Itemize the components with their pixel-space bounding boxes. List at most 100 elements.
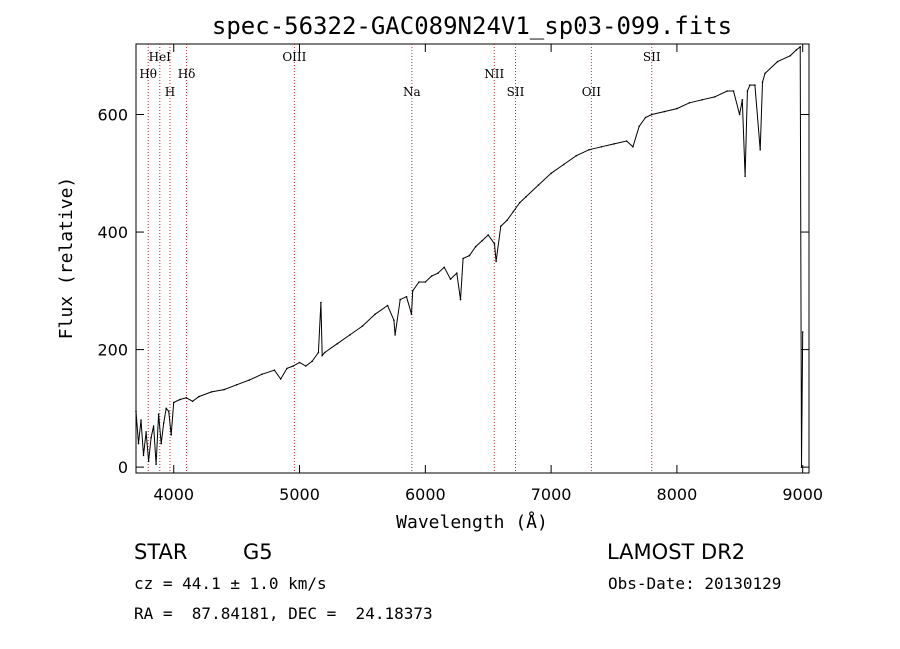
spectrum-point — [726, 90, 728, 92]
spectrum-point — [235, 384, 238, 386]
coordinates: RA = 87.84181, DEC = 24.18373 — [134, 604, 433, 623]
spectrum-point — [152, 425, 155, 427]
spectrum-point — [518, 201, 521, 204]
y-tick-label: 600 — [97, 106, 128, 125]
line-marker-label: Hθ — [139, 67, 157, 81]
y-axis-label: Flux (relative) — [56, 177, 77, 340]
spectrum-point — [468, 254, 471, 257]
spectrum-point — [632, 146, 634, 148]
spectrum-point — [162, 422, 165, 424]
spectrum-point — [776, 60, 779, 63]
spectrum-point — [749, 84, 751, 86]
spectrum-point — [305, 365, 307, 367]
line-marker-label: NII — [484, 67, 504, 81]
spectrum-point — [701, 99, 703, 101]
spectrum-point — [410, 313, 413, 316]
spectrum-line — [135, 45, 804, 468]
spectrum-point — [500, 225, 502, 227]
redshift-value: cz = 44.1 ± 1.0 km/s — [134, 574, 327, 593]
spectrum-point — [575, 154, 578, 157]
spectrum-point — [185, 397, 188, 399]
spectrum-point — [424, 281, 427, 283]
spectrum-point — [437, 272, 439, 275]
x-tick-label: 9000 — [782, 485, 823, 504]
line-marker-label: OIII — [282, 50, 306, 64]
spectrum-point — [160, 442, 162, 445]
spectrum-series — [135, 45, 804, 468]
chart-title: spec-56322-GAC089N24V1_sp03-099.fits — [212, 12, 732, 40]
spectrum-point — [644, 116, 647, 119]
spectrum-point — [430, 275, 433, 277]
spectrum-point — [759, 149, 761, 151]
y-tick-label: 400 — [97, 223, 128, 242]
spectrum-point — [157, 413, 160, 416]
spectrum-point — [261, 373, 263, 376]
spectrum-point — [638, 125, 640, 128]
spectrum-point — [374, 313, 376, 316]
y-tick-label: 200 — [97, 341, 128, 360]
spectrum-point — [399, 298, 402, 301]
spectrum-point — [286, 367, 288, 370]
spectrum-point — [311, 360, 313, 363]
spectrum-point — [140, 419, 142, 421]
spectrum-point — [418, 281, 420, 283]
spectrum-point — [411, 290, 414, 292]
line-marker-label: SII — [507, 85, 525, 99]
line-marker-label: Hδ — [178, 67, 196, 81]
spectrum-point — [170, 434, 172, 436]
x-tick-label: 5000 — [279, 485, 320, 504]
spectrum-point — [142, 454, 145, 457]
x-tick-label: 4000 — [153, 485, 194, 504]
spectrum-point — [676, 107, 678, 110]
spectrum-point — [386, 304, 389, 307]
line-marker-label: SII — [643, 50, 661, 64]
spectrum-point — [405, 295, 408, 298]
spectrum-point — [361, 325, 364, 327]
spectrum-point — [550, 172, 552, 175]
spectrum-point — [248, 379, 250, 381]
spectrum-point — [495, 260, 497, 263]
spectrum-point — [191, 400, 194, 403]
spectrum-point — [456, 272, 458, 275]
spectrum-point — [713, 96, 716, 98]
spectrum-point — [165, 407, 167, 410]
line-marker-label: H — [165, 85, 175, 99]
spectrum-point — [462, 257, 464, 260]
spectrum-point — [317, 351, 320, 354]
spectrum-point — [321, 354, 324, 357]
spectrum-point — [493, 243, 496, 245]
spectrum-point — [588, 149, 590, 151]
spectrum-point — [754, 84, 756, 86]
spectrum-point — [172, 401, 175, 404]
spectrum-point — [279, 378, 282, 380]
line-marker-label: OII — [582, 85, 602, 99]
spectrum-point — [799, 46, 801, 48]
spectrum-point — [273, 369, 276, 372]
spectrum-point — [137, 442, 140, 445]
spectrum-point — [487, 234, 490, 236]
spectrum-point — [512, 210, 515, 213]
spectrum-point — [210, 391, 213, 393]
spectrum-point — [198, 395, 200, 398]
spectrum-point — [732, 90, 735, 92]
plot-frame — [135, 43, 810, 474]
y-tick-label: 0 — [118, 458, 128, 477]
spectrum-point — [625, 140, 628, 142]
spectrum-point — [150, 436, 152, 439]
x-tick-label: 8000 — [657, 485, 698, 504]
spectrum-point — [613, 143, 615, 145]
spectrum-point — [298, 361, 301, 364]
y-axis: 0 200 400 600 — [97, 106, 809, 477]
spectrum-point — [449, 278, 452, 280]
spectrum-point — [292, 365, 295, 367]
spectrum-point — [741, 99, 744, 101]
spectrum-point — [761, 81, 764, 83]
spectrum-point — [801, 331, 804, 333]
spectrum-point — [474, 245, 477, 248]
spectrum-point — [167, 410, 170, 413]
spectrum-point — [663, 110, 666, 113]
spectrum-point — [223, 388, 225, 391]
